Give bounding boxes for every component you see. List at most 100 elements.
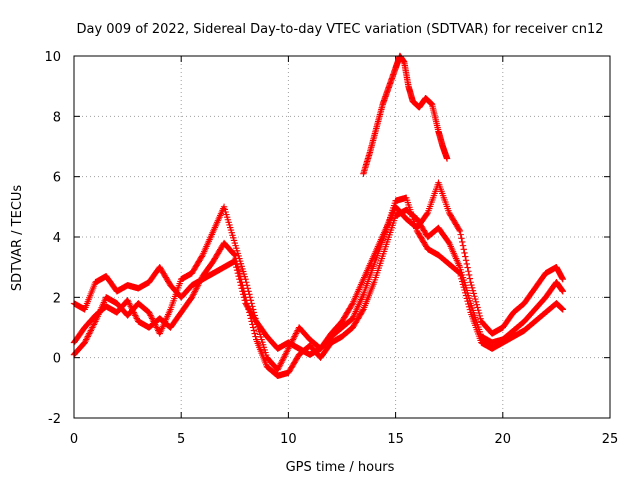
data-point-marker <box>279 357 286 364</box>
data-point-marker <box>153 324 160 331</box>
data-point-marker <box>124 297 131 304</box>
data-point-marker <box>462 257 470 264</box>
data-point-marker <box>456 270 464 277</box>
data-point-marker <box>198 253 206 260</box>
data-point-marker <box>470 290 477 297</box>
data-point-marker <box>460 246 467 253</box>
data-point-marker <box>194 283 201 290</box>
series-track-a <box>70 179 567 358</box>
data-point-marker <box>90 321 98 328</box>
x-tick-label: 20 <box>495 432 512 447</box>
data-point-marker <box>292 331 299 339</box>
data-point-marker <box>472 295 479 303</box>
data-point-marker <box>195 280 203 287</box>
data-point-marker <box>445 238 452 246</box>
data-point-marker <box>465 268 472 275</box>
data-point-marker <box>190 291 197 298</box>
data-point-marker <box>246 294 254 301</box>
data-point-marker <box>287 340 294 348</box>
data-point-marker <box>278 358 285 366</box>
data-point-marker <box>91 319 98 327</box>
data-point-marker <box>459 281 467 288</box>
y-tick-label: 0 <box>53 352 61 367</box>
data-point-marker <box>559 306 567 313</box>
data-point-marker <box>88 325 95 333</box>
data-point-marker <box>191 289 198 297</box>
data-point-marker <box>150 318 157 325</box>
data-point-marker <box>559 288 567 295</box>
data-point-marker <box>252 315 259 322</box>
data-point-marker <box>193 285 200 292</box>
data-point-marker <box>197 276 205 283</box>
plot-frame <box>73 55 611 419</box>
data-point-marker <box>292 330 300 337</box>
x-tick-label: 0 <box>70 432 78 447</box>
data-point-marker <box>472 298 480 306</box>
data-point-marker <box>252 333 259 340</box>
data-point-marker <box>443 155 451 162</box>
data-point-marker <box>146 310 154 318</box>
data-point-marker <box>188 294 196 301</box>
data-point-marker <box>459 238 466 246</box>
data-point-marker <box>468 281 475 289</box>
data-point-marker <box>82 337 89 345</box>
data-point-marker <box>148 315 156 322</box>
x-tick-label: 15 <box>387 432 404 447</box>
data-point-marker <box>471 293 478 300</box>
data-point-marker <box>236 270 243 277</box>
data-point-marker <box>132 312 139 319</box>
data-point-marker <box>455 226 463 233</box>
data-point-marker <box>463 295 471 302</box>
data-point-marker <box>461 249 468 257</box>
data-point-marker <box>192 286 199 293</box>
data-point-marker <box>196 279 203 286</box>
data-point-marker <box>151 321 159 328</box>
data-point-marker <box>455 269 463 276</box>
data-point-marker <box>84 333 91 340</box>
series-upper-arc <box>360 52 451 177</box>
data-point-marker <box>234 263 242 271</box>
data-point-marker <box>279 355 287 363</box>
grid-lines <box>74 56 610 418</box>
x-tick-label: 10 <box>280 432 297 447</box>
data-point-marker <box>277 360 284 367</box>
data-point-marker <box>133 315 140 322</box>
data-point-marker <box>465 303 473 311</box>
axis-ticks: 0 5 10 15 20 25 -2 0 2 4 6 8 10 <box>44 50 618 447</box>
y-tick-label: -2 <box>48 412 61 427</box>
data-point-marker <box>235 266 242 274</box>
series-track-b <box>70 206 567 379</box>
data-point-marker <box>464 264 471 271</box>
data-point-marker <box>242 276 249 283</box>
data-point-marker <box>247 297 255 304</box>
data-point-marker <box>461 286 468 294</box>
data-point-marker <box>280 354 288 361</box>
data-point-marker <box>289 337 296 345</box>
data-point-marker <box>293 328 301 336</box>
data-point-marker <box>283 348 291 355</box>
data-point-marker <box>464 298 471 305</box>
data-point-marker <box>463 260 471 268</box>
data-point-marker <box>86 328 94 336</box>
data-point-marker <box>250 327 258 334</box>
data-point-marker <box>276 362 284 369</box>
data-point-marker <box>423 210 431 218</box>
data-point-marker <box>473 301 480 308</box>
data-point-marker <box>460 284 467 291</box>
data-point-marker <box>250 309 258 316</box>
data-point-marker <box>458 275 465 283</box>
data-point-marker <box>457 231 464 238</box>
data-point-marker <box>244 285 252 292</box>
x-tick-label: 5 <box>177 432 185 447</box>
data-point-marker <box>126 301 134 309</box>
data-point-marker <box>459 278 466 285</box>
data-point-marker <box>249 324 257 331</box>
data-point-marker <box>466 275 474 282</box>
series-track-c <box>70 194 567 373</box>
data-point-marker <box>147 312 154 319</box>
data-point-marker <box>275 365 282 372</box>
data-point-marker <box>465 300 472 308</box>
data-point-marker <box>465 271 473 279</box>
data-point-marker <box>469 287 477 294</box>
